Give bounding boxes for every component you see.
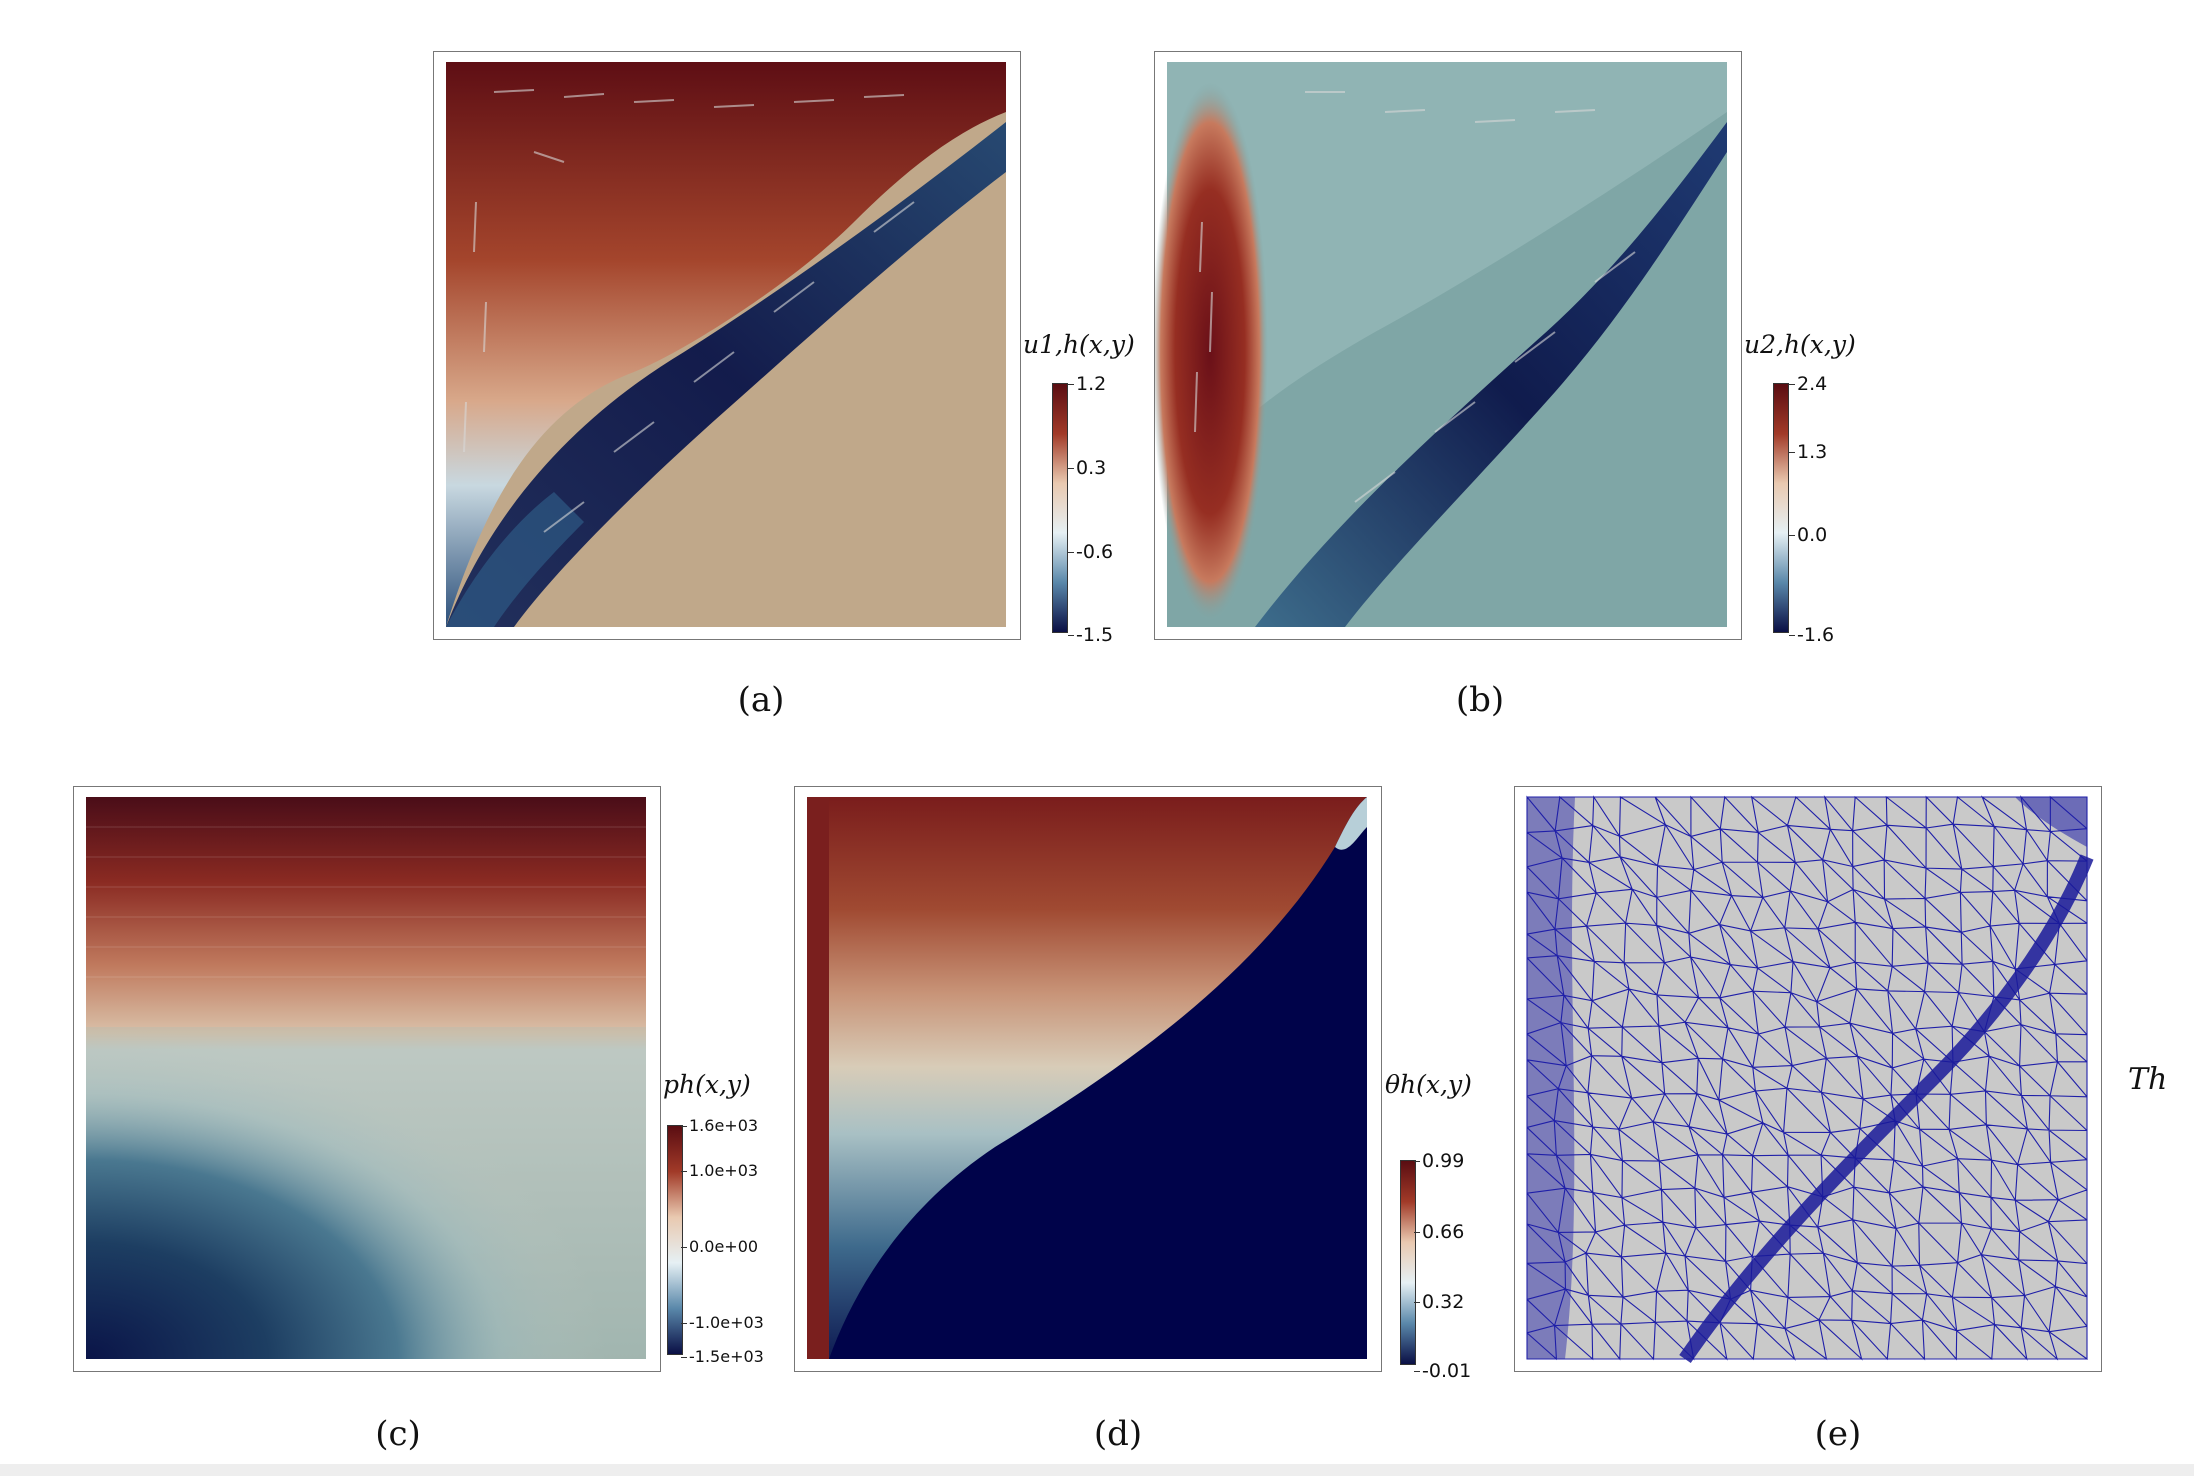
colorbar-d <box>1400 1160 1416 1365</box>
plot-b-field <box>1155 62 1727 627</box>
caption-b: (b) <box>1455 680 1505 720</box>
colorbar-b-tick: 0.0 <box>1788 524 1828 546</box>
velocity-arrows <box>463 89 915 533</box>
colorbar-a-tick: 0.3 <box>1067 457 1107 479</box>
plot-b-frame <box>1154 51 1742 640</box>
colorbar-c-tick: 1.0e+03 <box>680 1161 759 1180</box>
caption-a: (a) <box>737 680 785 720</box>
colorbar-c-label: ph(x,y) <box>663 1070 751 1099</box>
colorbar-c-tick: -1.0e+03 <box>681 1313 764 1332</box>
caption-c: (c) <box>375 1414 421 1454</box>
plot-e-frame <box>1514 786 2102 1372</box>
caption-d: (d) <box>1093 1414 1143 1454</box>
colorbar-b-tick: 1.3 <box>1788 441 1828 463</box>
colorbar-a <box>1052 383 1068 633</box>
plot-a-frame <box>433 51 1021 640</box>
colorbar-c-tick: -1.5e+03 <box>681 1347 764 1366</box>
plot-c-frame <box>73 786 661 1372</box>
colorbar-d-label: θh(x,y) <box>1385 1070 1472 1099</box>
mesh-label: Th <box>2128 1062 2168 1097</box>
caption-e: (e) <box>1814 1414 1862 1454</box>
colorbar-d-tick: 0.99 <box>1413 1150 1465 1172</box>
colorbar-a-tick: -1.5 <box>1067 624 1114 646</box>
colorbar-b-label: u2,h(x,y) <box>1744 330 1856 359</box>
colorbar-a-label: u1,h(x,y) <box>1023 330 1135 359</box>
colorbar-b-tick: 2.4 <box>1788 373 1828 395</box>
colorbar-c-tick: 1.6e+03 <box>680 1116 759 1135</box>
bottom-strip <box>0 1464 2194 1476</box>
colorbar-b <box>1773 383 1789 633</box>
colorbar-d-tick: 0.32 <box>1413 1291 1465 1313</box>
plot-a-field <box>446 62 1006 627</box>
velocity-arrows <box>1194 91 1636 503</box>
colorbar-a-tick: 1.2 <box>1067 373 1107 395</box>
colorbar-c-tick: 0.0e+00 <box>680 1237 759 1256</box>
colorbar-a-tick: -0.6 <box>1067 541 1114 563</box>
plot-c-field <box>86 797 646 1359</box>
mesh-plot <box>1526 795 2094 1363</box>
colorbar-b-tick: -1.6 <box>1788 624 1835 646</box>
plot-d-field <box>807 797 1367 1359</box>
colorbar-d-tick: -0.01 <box>1413 1360 1472 1382</box>
colorbar-d-tick: 0.66 <box>1413 1221 1465 1243</box>
plot-d-frame <box>794 786 1382 1372</box>
colorbar-c <box>667 1125 683 1355</box>
mesh-triangles <box>1526 795 2088 1361</box>
